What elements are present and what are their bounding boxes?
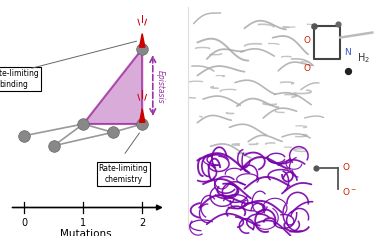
Point bbox=[139, 47, 145, 51]
Text: 0: 0 bbox=[21, 218, 27, 228]
Text: Rate-limiting
binding: Rate-limiting binding bbox=[0, 69, 39, 88]
Text: Rate-limiting
chemistry: Rate-limiting chemistry bbox=[99, 164, 148, 184]
Point bbox=[51, 144, 57, 148]
Polygon shape bbox=[139, 109, 145, 122]
Text: 1: 1 bbox=[80, 218, 86, 228]
Point bbox=[345, 69, 351, 73]
Text: O: O bbox=[303, 36, 310, 45]
Point bbox=[311, 24, 317, 28]
Polygon shape bbox=[139, 34, 145, 47]
Text: N: N bbox=[344, 48, 351, 57]
Point bbox=[139, 122, 145, 126]
Point bbox=[110, 131, 116, 134]
Point bbox=[80, 122, 86, 126]
Point bbox=[21, 134, 27, 138]
Point bbox=[313, 166, 319, 169]
Point bbox=[335, 22, 341, 25]
Polygon shape bbox=[83, 49, 142, 124]
Text: O$^-$: O$^-$ bbox=[342, 186, 357, 197]
Text: Epistasis: Epistasis bbox=[156, 70, 165, 103]
Text: 2: 2 bbox=[139, 218, 145, 228]
Text: Mutations: Mutations bbox=[61, 229, 112, 236]
Text: H$_2$: H$_2$ bbox=[357, 51, 370, 65]
Text: O: O bbox=[342, 163, 349, 172]
Text: O: O bbox=[303, 64, 310, 73]
